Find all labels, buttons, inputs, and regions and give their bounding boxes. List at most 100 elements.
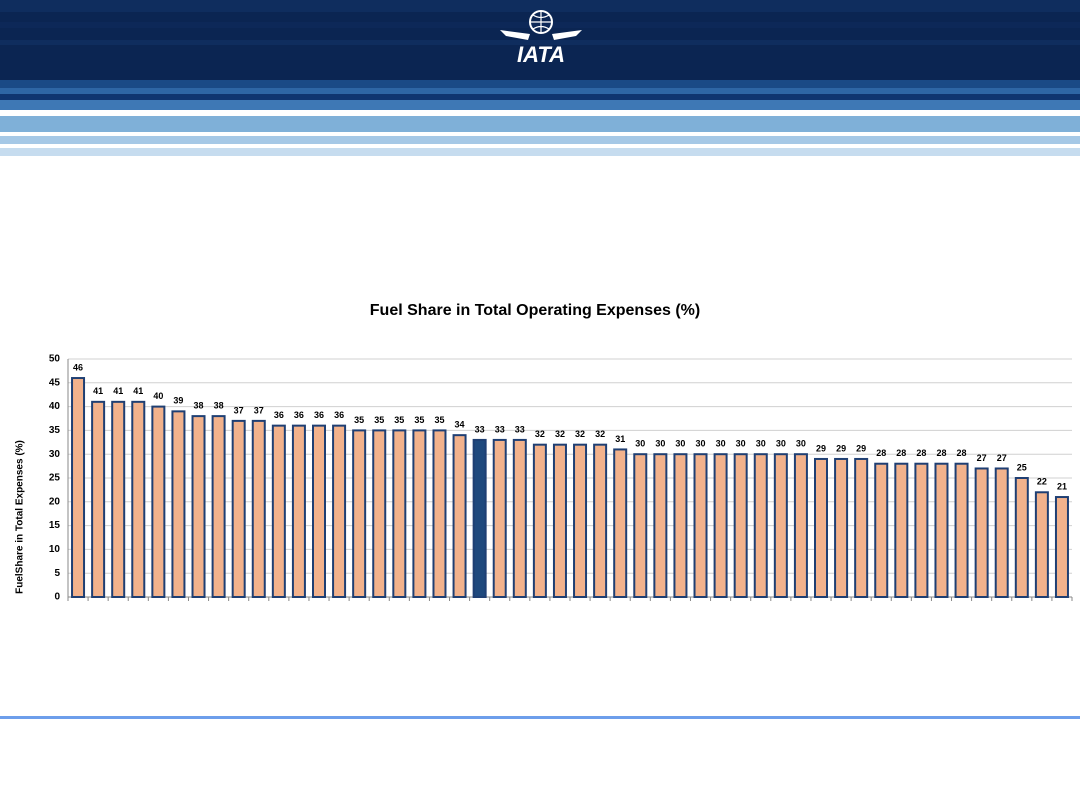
y-tick-label: 35 [49, 425, 61, 436]
bar [954, 462, 969, 598]
bar [412, 429, 427, 598]
value-label: 40 [153, 391, 163, 401]
value-label: 25 [1017, 462, 1027, 472]
bar [271, 424, 286, 599]
value-label: 33 [475, 424, 485, 434]
bar [452, 434, 467, 598]
bar [251, 419, 266, 598]
bar [352, 429, 367, 598]
value-label: 28 [957, 448, 967, 458]
value-label: 29 [856, 443, 866, 453]
value-label: 37 [234, 405, 244, 415]
value-label: 22 [1037, 477, 1047, 487]
bar [793, 453, 808, 599]
value-label: 32 [595, 429, 605, 439]
value-label: 46 [73, 362, 83, 372]
bar [874, 462, 889, 598]
y-tick-label: 5 [54, 568, 60, 579]
bar [532, 443, 547, 598]
value-label: 30 [655, 439, 665, 449]
bar [71, 377, 86, 599]
value-label: 35 [434, 415, 444, 425]
y-tick-label: 40 [49, 401, 61, 412]
value-label: 36 [294, 410, 304, 420]
plot: 0 5 10 15 20 25 30 35 40 45 50 46 41 41 41 40 39 38 38 37 37… [49, 354, 1073, 603]
bar [131, 400, 146, 598]
bar [914, 462, 929, 598]
value-label: 29 [836, 443, 846, 453]
bar [472, 438, 487, 599]
bar [111, 400, 126, 598]
value-label: 28 [936, 448, 946, 458]
bar [151, 405, 166, 598]
value-label: 27 [977, 453, 987, 463]
y-tick-label: 25 [49, 473, 61, 484]
bar [834, 457, 849, 598]
value-label: 29 [816, 443, 826, 453]
value-label: 28 [916, 448, 926, 458]
bar [613, 448, 628, 598]
chart-title: Fuel Share in Total Operating Expenses (… [370, 302, 700, 319]
value-label: 38 [214, 400, 224, 410]
bar [713, 453, 728, 599]
value-label: 28 [876, 448, 886, 458]
y-tick-label: 45 [49, 377, 61, 388]
bar [91, 400, 106, 598]
value-label: 31 [615, 434, 625, 444]
bar [673, 453, 688, 599]
bar [432, 429, 447, 598]
value-label: 30 [736, 439, 746, 449]
footer-line [0, 716, 1080, 719]
bar [593, 443, 608, 598]
header-band [0, 0, 1080, 156]
bar [291, 424, 306, 599]
value-label: 35 [354, 415, 364, 425]
value-label: 41 [113, 386, 123, 396]
y-tick-label: 20 [49, 496, 61, 507]
bar [492, 438, 507, 599]
y-axis-label: FuelShare in Total Expenses (%) [15, 440, 26, 594]
y-tick-label: 30 [49, 449, 61, 460]
value-label: 33 [495, 424, 505, 434]
value-label: 32 [575, 429, 585, 439]
value-label: 21 [1057, 481, 1067, 491]
bar [773, 453, 788, 599]
value-label: 37 [254, 405, 264, 415]
value-label: 35 [414, 415, 424, 425]
bar [231, 419, 246, 598]
value-label: 35 [374, 415, 384, 425]
value-label: 36 [314, 410, 324, 420]
bar [392, 429, 407, 598]
bar [171, 410, 186, 598]
value-label: 30 [716, 439, 726, 449]
bar [633, 453, 648, 599]
value-label: 30 [696, 439, 706, 449]
bar [994, 467, 1009, 599]
bar [332, 424, 347, 599]
logo: IATA [500, 10, 582, 67]
bar [312, 424, 326, 599]
value-label: 30 [635, 439, 645, 449]
value-label: 30 [776, 439, 786, 449]
value-label: 39 [173, 396, 183, 406]
bar [693, 453, 708, 599]
value-label: 32 [555, 429, 565, 439]
logo-text: IATA [517, 42, 565, 67]
bar [1014, 477, 1029, 598]
value-label: 36 [334, 410, 344, 420]
bar [854, 457, 869, 598]
value-label: 36 [274, 410, 284, 420]
value-label: 38 [194, 400, 204, 410]
value-label: 28 [896, 448, 906, 458]
value-label: 30 [756, 439, 766, 449]
value-label: 32 [535, 429, 545, 439]
bar [211, 415, 226, 598]
y-tick-label: 10 [49, 544, 61, 555]
bar [894, 462, 909, 598]
value-label: 35 [394, 415, 404, 425]
bar [974, 467, 989, 599]
bar [653, 453, 668, 599]
value-label: 41 [93, 386, 103, 396]
